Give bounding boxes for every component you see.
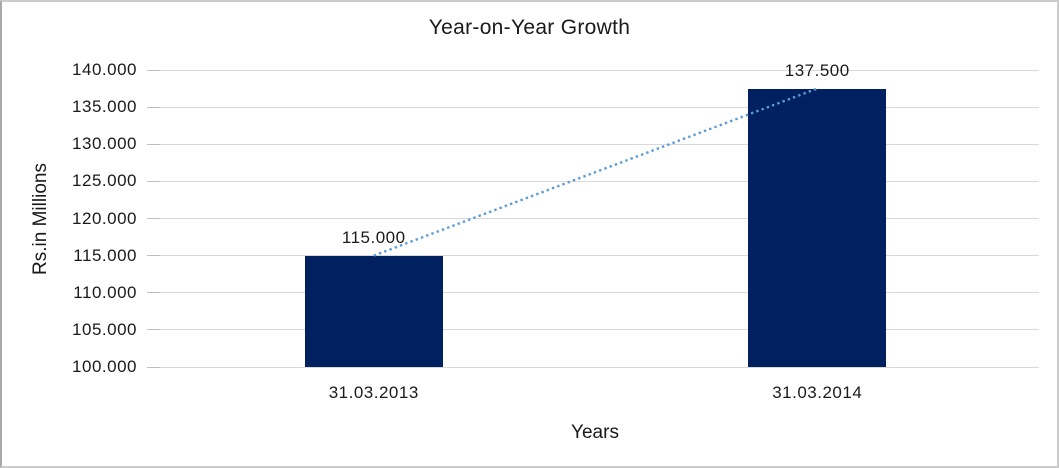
y-tick-mark xyxy=(147,106,160,108)
bar-31.03.2013 xyxy=(304,255,443,367)
gridline xyxy=(152,143,1039,145)
gridline xyxy=(152,366,1039,368)
chart-title: Year-on-Year Growth xyxy=(428,16,631,39)
y-tick-label: 125.000 xyxy=(72,171,137,191)
x-category-label: 31.03.2014 xyxy=(772,383,863,402)
x-category-label: 31.03.2013 xyxy=(328,383,419,402)
y-tick-label: 105.000 xyxy=(72,319,137,339)
y-tick-mark xyxy=(147,255,160,257)
y-tick-label: 135.000 xyxy=(72,97,137,117)
y-tick-label: 120.000 xyxy=(72,208,137,228)
y-tick-mark xyxy=(147,329,160,331)
bar-data-label: 137.500 xyxy=(784,60,850,80)
gridline xyxy=(152,329,1039,331)
y-tick-label: 130.000 xyxy=(72,134,137,154)
y-tick-label: 140.000 xyxy=(72,60,137,79)
y-tick-mark xyxy=(147,366,160,368)
y-tick-mark xyxy=(147,180,160,182)
gridline xyxy=(152,106,1039,108)
y-tick-mark xyxy=(147,292,160,294)
gridline xyxy=(152,218,1039,219)
y-tick-label: 110.000 xyxy=(73,282,137,302)
y-tick-mark xyxy=(147,218,160,219)
y-tick-mark xyxy=(147,143,160,145)
y-tick-label: 100.000 xyxy=(72,357,137,376)
gridline xyxy=(152,292,1039,294)
y-tick-label: 115.000 xyxy=(73,245,137,265)
y-tick-mark xyxy=(147,69,160,71)
gridline xyxy=(152,255,1039,257)
gridline xyxy=(152,180,1039,182)
x-axis-title: Years xyxy=(571,422,619,443)
bar-data-label: 115.000 xyxy=(341,227,406,247)
gridline xyxy=(152,69,1039,71)
bar-31.03.2014 xyxy=(748,88,887,367)
